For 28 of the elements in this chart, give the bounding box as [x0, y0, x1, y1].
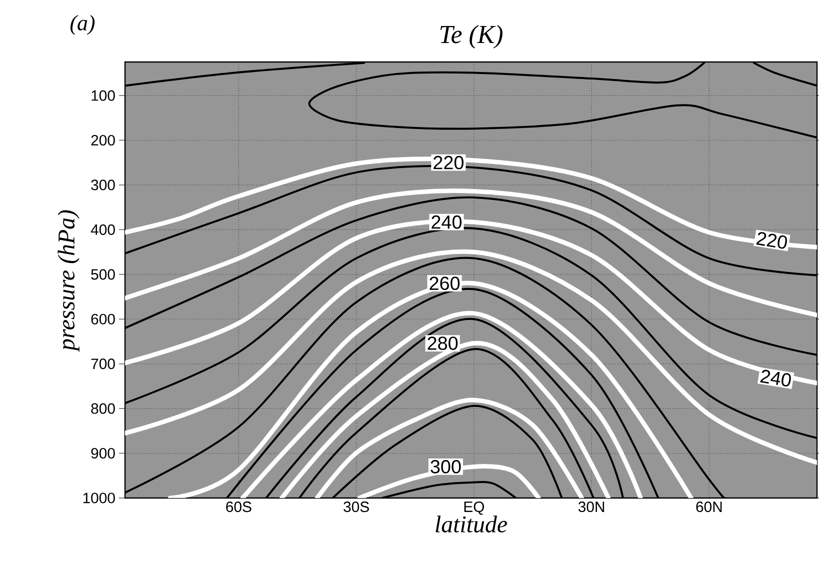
x-axis-title: latitude: [436, 516, 508, 532]
y-tick-label: 600: [91, 314, 115, 324]
annotation: 280: [428, 336, 458, 350]
x-tick-label: 60N: [696, 502, 722, 512]
y-tick-label: 100: [92, 90, 115, 101]
annotation: 220: [756, 232, 787, 249]
y-tick-label: 500: [91, 269, 115, 280]
y-tick-label: 300: [91, 180, 115, 190]
y-tick-label: 400: [90, 224, 115, 235]
annotation: 260: [430, 276, 460, 290]
y-axis-title: pressure (hPa): [58, 210, 80, 352]
y-tick-label: 1000: [83, 492, 115, 504]
x-tick-label: EQ: [464, 502, 484, 515]
annotation: 300: [430, 460, 461, 474]
line-series: [125, 188, 818, 318]
y-tick-label: 800: [91, 403, 115, 414]
text: (a): [70, 15, 95, 35]
x-tick-label: 30S: [344, 502, 369, 512]
y-tick-label: 200: [91, 134, 115, 146]
annotation: 240: [760, 370, 791, 386]
y-tick-label: 900: [91, 448, 115, 459]
x-tick-label: 30N: [578, 502, 604, 512]
chart-title: Te (K): [440, 25, 502, 48]
y-tick-label: 700: [91, 358, 115, 370]
x-tick-label: 60S: [226, 502, 252, 512]
annotation: 220: [434, 156, 464, 170]
annotation: 240: [432, 215, 462, 229]
line-series: [314, 398, 584, 498]
